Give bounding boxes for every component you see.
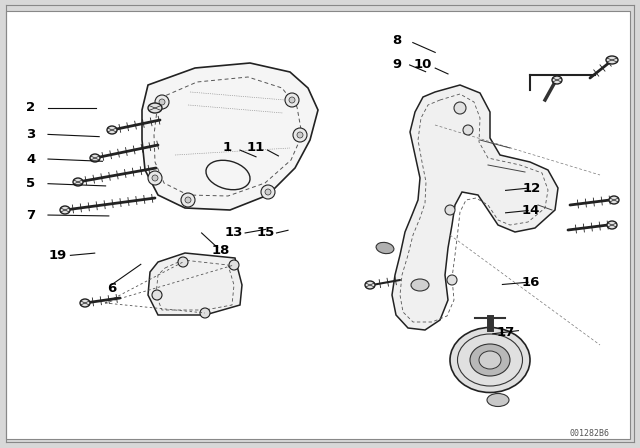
Circle shape [261,185,275,199]
Circle shape [185,197,191,203]
Circle shape [159,99,165,105]
Ellipse shape [479,351,501,369]
Ellipse shape [80,299,90,307]
Text: 001282B6: 001282B6 [570,429,610,438]
Text: 12: 12 [522,181,540,195]
Ellipse shape [607,221,617,229]
Text: 11: 11 [247,141,265,155]
Ellipse shape [148,103,162,113]
Text: 5: 5 [26,177,35,190]
Circle shape [200,308,210,318]
Circle shape [152,290,162,300]
Circle shape [178,257,188,267]
Circle shape [297,132,303,138]
Circle shape [152,175,158,181]
Circle shape [445,205,455,215]
Text: 16: 16 [522,276,540,289]
Ellipse shape [609,196,619,204]
Ellipse shape [60,206,70,214]
Circle shape [454,102,466,114]
Text: 15: 15 [257,226,275,240]
Ellipse shape [487,393,509,406]
Ellipse shape [376,242,394,254]
Text: 3: 3 [26,128,35,141]
Text: 19: 19 [49,249,67,262]
Circle shape [447,275,457,285]
Text: 13: 13 [225,226,243,240]
Circle shape [148,171,162,185]
Polygon shape [142,63,318,210]
Text: 8: 8 [392,34,401,47]
Ellipse shape [552,76,562,84]
Text: 14: 14 [522,204,540,217]
Ellipse shape [450,327,530,392]
Text: 2: 2 [26,101,35,114]
Circle shape [181,193,195,207]
Polygon shape [148,253,242,315]
Ellipse shape [107,126,117,134]
Ellipse shape [411,279,429,291]
Polygon shape [392,85,558,330]
Text: 18: 18 [212,244,230,258]
Text: 10: 10 [413,58,431,72]
Circle shape [293,128,307,142]
Text: 17: 17 [497,326,515,339]
Circle shape [463,125,473,135]
Circle shape [289,97,295,103]
Ellipse shape [470,344,510,376]
Text: 4: 4 [26,152,35,166]
Circle shape [229,260,239,270]
Ellipse shape [73,178,83,186]
Ellipse shape [606,56,618,64]
Text: 6: 6 [108,282,116,296]
Circle shape [265,189,271,195]
Text: 1: 1 [223,141,232,155]
Ellipse shape [90,154,100,162]
Circle shape [155,95,169,109]
Circle shape [285,93,299,107]
Text: 7: 7 [26,208,35,222]
Ellipse shape [365,281,375,289]
Text: 9: 9 [392,58,401,72]
